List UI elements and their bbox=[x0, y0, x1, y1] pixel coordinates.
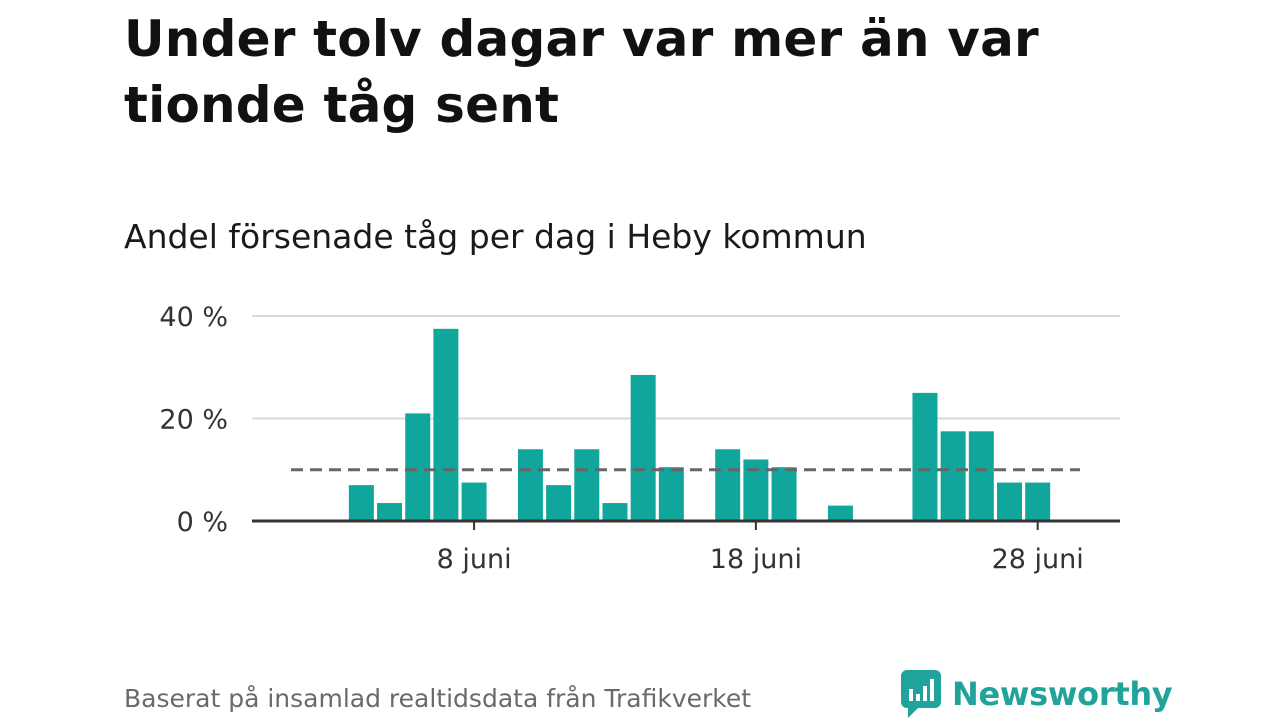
bar bbox=[546, 485, 572, 521]
brand-name: Newsworthy bbox=[952, 675, 1173, 713]
y-tick-label: 40 % bbox=[159, 302, 228, 333]
chart-subtitle: Andel försenade tåg per dag i Heby kommu… bbox=[124, 217, 867, 256]
newsworthy-logo-icon bbox=[901, 670, 941, 718]
source-note: Baserat på insamlad realtidsdata från Tr… bbox=[124, 684, 752, 713]
chart-title: Under tolv dagar var mer än var tionde t… bbox=[124, 10, 1039, 134]
x-tick-label: 28 juni bbox=[992, 544, 1084, 575]
bar bbox=[827, 505, 853, 521]
bar bbox=[348, 485, 374, 521]
bar bbox=[771, 467, 797, 521]
bar bbox=[658, 467, 684, 521]
bar bbox=[405, 413, 431, 521]
bar bbox=[602, 503, 628, 521]
bar bbox=[517, 449, 543, 521]
bar bbox=[1025, 482, 1051, 521]
bar bbox=[461, 482, 487, 521]
x-tick-label: 18 juni bbox=[710, 544, 802, 575]
x-tick-label: 8 juni bbox=[437, 544, 512, 575]
bar bbox=[377, 503, 403, 521]
bar bbox=[433, 328, 459, 521]
bar bbox=[912, 392, 938, 521]
y-tick-label: 0 % bbox=[177, 507, 228, 538]
bar bbox=[968, 431, 994, 521]
bar bbox=[715, 449, 741, 521]
y-tick-label: 20 % bbox=[159, 405, 228, 436]
bar bbox=[997, 482, 1022, 521]
bar bbox=[630, 374, 656, 521]
bar bbox=[574, 449, 600, 521]
bar bbox=[940, 431, 966, 521]
newsworthy-logo: Newsworthy bbox=[900, 668, 1173, 720]
